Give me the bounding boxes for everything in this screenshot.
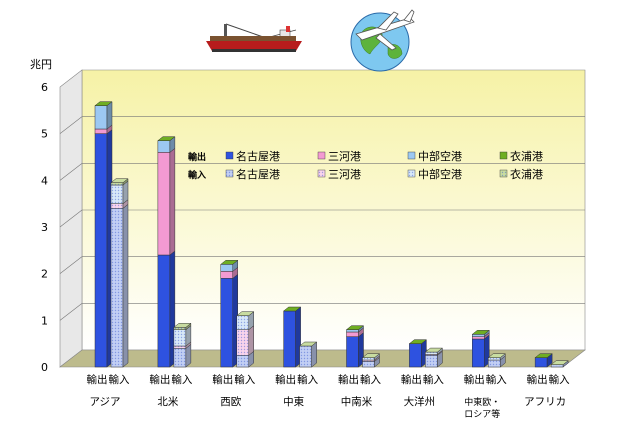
gridline-side: [59, 303, 83, 321]
bar-top: [157, 136, 176, 141]
region-label: アフリカ: [524, 396, 566, 408]
bar-kind-label: 輸出: [464, 373, 485, 386]
gridline-side: [59, 116, 83, 134]
legend-item: 名古屋港: [225, 167, 280, 181]
bar-segment: [362, 356, 380, 368]
legend-item: 衣浦港: [499, 149, 543, 163]
bar-top: [94, 101, 113, 106]
bar-segment: [346, 332, 364, 368]
bar-segment: [157, 147, 176, 256]
bar-top: [361, 353, 381, 358]
bar-segment: [157, 250, 176, 368]
bar-segment: [299, 341, 317, 368]
bar-segment: [157, 136, 176, 153]
legend-label: 名古屋港: [236, 149, 280, 163]
bar-segment: [220, 273, 238, 368]
bar-segment: [173, 322, 192, 331]
y-tick-label: 2: [41, 268, 48, 281]
legend-label: 三河港: [328, 150, 361, 163]
bar-kind-label: 輸出: [275, 373, 296, 386]
bar-top: [298, 341, 318, 347]
bar-kind-label: 輸入: [234, 373, 255, 386]
legend-item: 衣浦港: [499, 167, 543, 181]
legend-label: 名古屋港: [236, 167, 280, 181]
y-tick-label: 1: [41, 314, 48, 327]
bar-top: [236, 311, 255, 316]
legend-item: 中部空港: [407, 167, 462, 181]
bar-top: [487, 353, 506, 358]
bar-segment: [110, 203, 129, 368]
bar-segment: [283, 306, 301, 368]
bar-kind-label: 輸入: [109, 373, 130, 386]
bar-segment: [236, 311, 254, 331]
legend-item: 三河港: [317, 150, 361, 163]
region-label: 西欧: [220, 396, 241, 408]
chart-floor: [59, 349, 586, 368]
bar-top: [471, 330, 490, 335]
bar-top: [424, 347, 444, 353]
region-label: ロシア等: [464, 408, 500, 420]
gridline-side: [59, 256, 83, 274]
region-label: 中東欧・: [464, 396, 500, 408]
y-axis-unit-label: 兆円: [30, 58, 52, 71]
bar-top: [550, 360, 569, 365]
legend-label: 中部空港: [418, 167, 462, 181]
bar-segment: [236, 350, 254, 368]
region-label: 大洋州: [404, 395, 436, 408]
y-axis: 0 1 2 3 4 5 6: [41, 81, 48, 374]
bar-kind-label: 輸出: [401, 373, 422, 386]
y-tick-label: 6: [41, 81, 48, 94]
bar-top: [345, 325, 365, 330]
bar-kind-label: 輸入: [297, 373, 318, 386]
bar-kind-label: 輸入: [171, 373, 192, 386]
bar-kind-label: 輸入: [486, 373, 507, 386]
legend-kind-label: 輸出: [188, 151, 206, 163]
y-tick-label: 4: [41, 174, 48, 187]
legend-item: 三河港: [317, 168, 361, 181]
legend-label: 三河港: [328, 168, 361, 181]
bar-segment: [94, 129, 113, 368]
legend-item: 名古屋港: [225, 149, 280, 163]
y-tick-label: 0: [41, 361, 48, 374]
bar-kind-label: 輸入: [423, 373, 444, 386]
gridline-side: [59, 163, 83, 181]
bar-top: [282, 306, 302, 312]
legend-label: 衣浦港: [510, 149, 543, 163]
bar-segment: [110, 178, 129, 186]
bar-top: [534, 353, 553, 358]
bar-segment: [94, 101, 113, 130]
y-tick-label: 3: [41, 221, 48, 234]
bar-kind-label: 輸出: [338, 373, 359, 386]
legend-item: 中部空港: [407, 149, 462, 163]
bar-kind-label: 輸出: [527, 373, 548, 386]
legend-label: 衣浦港: [510, 167, 543, 181]
gridline-side: [59, 209, 83, 228]
bar-top: [220, 260, 239, 265]
bar-kind-label: 輸出: [87, 373, 108, 386]
bar-kind-label: 輸入: [549, 373, 570, 386]
bars: [94, 101, 569, 368]
bar-segment: [236, 325, 254, 356]
bar-top: [110, 178, 129, 183]
legend-kind-label: 輸入: [188, 169, 206, 181]
bar-segment: [362, 353, 380, 361]
bar-kind-label: 輸入: [360, 373, 381, 386]
region-label: 中東: [283, 395, 304, 408]
bar-kind-label: 輸出: [212, 373, 233, 386]
bar-top: [173, 323, 192, 328]
bar-segment: [425, 350, 443, 368]
cargo-ship-icon: [206, 23, 302, 52]
y-tick-label: 5: [41, 128, 48, 141]
region-label: 中南米: [341, 395, 373, 408]
bar-segment: [472, 334, 490, 368]
bar-top: [408, 339, 428, 344]
airplane-globe-icon: [350, 9, 415, 72]
bar-kind-label: 輸出: [149, 373, 170, 386]
region-label: アジア: [89, 396, 120, 408]
legend-label: 中部空港: [418, 149, 462, 163]
region-label: 北米: [157, 395, 178, 408]
